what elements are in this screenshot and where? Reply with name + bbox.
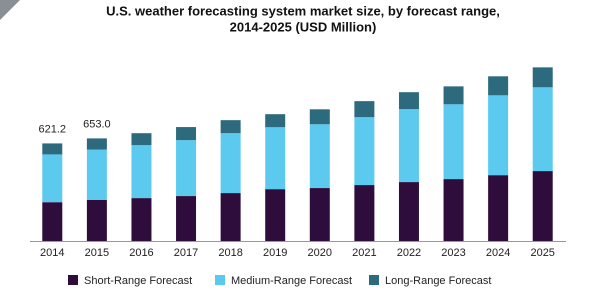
x-tick-label: 2025 <box>530 247 554 259</box>
corner-fold <box>0 0 20 20</box>
bar-segment <box>42 202 63 241</box>
total-label: 653.0 <box>83 118 111 130</box>
bar-segment <box>309 188 330 241</box>
bar-segment <box>131 145 152 199</box>
bar-segment <box>86 149 107 200</box>
bar-segment <box>532 67 553 88</box>
bar-segment <box>265 127 286 190</box>
x-tick-label: 2023 <box>441 247 465 259</box>
bar-segment <box>488 76 509 96</box>
x-tick-label: 2019 <box>263 247 287 259</box>
x-tick-label: 2015 <box>85 247 109 259</box>
legend-swatch <box>215 275 225 285</box>
bar-segment <box>398 182 419 241</box>
bar-segment <box>220 120 241 134</box>
legend-swatch <box>369 275 379 285</box>
x-tick-label: 2018 <box>218 247 242 259</box>
x-tick-label: 2016 <box>129 247 153 259</box>
bar-segment <box>42 154 63 203</box>
bar-segment <box>86 138 107 150</box>
bar-segment <box>443 179 464 241</box>
bar-segment <box>131 133 152 146</box>
bar-segment <box>354 117 375 186</box>
x-tick-label: 2021 <box>352 247 376 259</box>
chart-title: U.S. weather forecasting system market s… <box>106 3 500 18</box>
bar-segment <box>86 199 107 241</box>
bar-segment <box>220 193 241 241</box>
x-tick-label: 2022 <box>397 247 421 259</box>
bar-segment <box>443 86 464 105</box>
total-label: 621.2 <box>39 123 67 135</box>
bar-segment <box>488 175 509 241</box>
legend-label: Short-Range Forecast <box>84 275 192 287</box>
bar-segment <box>265 114 286 128</box>
bar-segment <box>354 185 375 241</box>
bar-segment <box>354 101 375 118</box>
bar-segment <box>42 143 63 155</box>
bar-segment <box>488 95 509 176</box>
bar-segment <box>532 87 553 172</box>
chart-subtitle: 2014-2025 (USD Million) <box>230 19 377 34</box>
bar-segment <box>443 104 464 180</box>
bar-segment <box>176 140 197 197</box>
bar-segment <box>398 92 419 110</box>
bar-segment <box>176 196 197 241</box>
bar-segment <box>220 133 241 194</box>
bar-segment <box>309 124 330 189</box>
legend-label: Long-Range Forecast <box>385 275 491 287</box>
bar-segment <box>265 189 286 241</box>
x-tick-label: 2020 <box>308 247 332 259</box>
x-tick-label: 2014 <box>40 247 64 259</box>
bar-segment <box>398 109 419 183</box>
bar-segment <box>131 198 152 241</box>
bar-segment <box>176 127 197 141</box>
x-tick-label: 2017 <box>174 247 198 259</box>
legend-label: Medium-Range Forecast <box>231 275 352 287</box>
bar-segment <box>532 171 553 241</box>
x-tick-label: 2024 <box>486 247 510 259</box>
bar-segment <box>309 109 330 125</box>
legend-swatch <box>68 275 78 285</box>
